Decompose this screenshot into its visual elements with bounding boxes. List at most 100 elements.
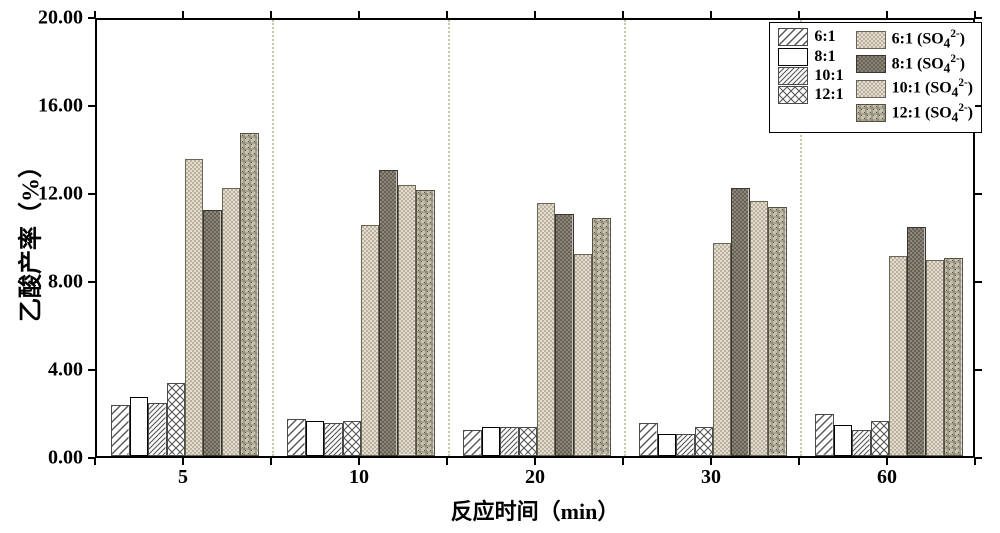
bar-s6 — [398, 185, 416, 456]
bar-s1 — [834, 425, 852, 456]
legend-label: 10:1 — [814, 67, 843, 85]
bar-s0 — [287, 419, 305, 456]
bar-s1 — [658, 434, 676, 456]
legend: 6:18:1 10:112:1 6:1 (SO42-)8:1 (SO42-)10:1… — [769, 22, 982, 133]
legend-swatch — [856, 31, 886, 49]
legend-label: 12:1 — [814, 86, 843, 104]
x-category-label: 5 — [178, 466, 188, 489]
x-axis-title: 反应时间（min） — [451, 494, 620, 526]
legend-item-s2: 10:1 — [778, 67, 843, 85]
legend-label: 8:1 (SO42-) — [892, 53, 965, 77]
x-tick-mark — [798, 458, 800, 465]
legend-swatch — [778, 86, 808, 104]
bar-s1 — [306, 421, 324, 456]
legend-swatch — [856, 80, 886, 98]
bar-s2 — [148, 403, 166, 456]
x-category-label: 10 — [349, 466, 369, 489]
bar-s5 — [907, 227, 925, 456]
y-tick-label: 12.00 — [0, 183, 83, 206]
y-tick-label: 4.00 — [0, 359, 83, 382]
bar-s2 — [852, 430, 870, 456]
bar-s4 — [537, 203, 555, 456]
legend-item-s5: 8:1 (SO42-) — [856, 53, 973, 77]
bar-s7 — [240, 133, 258, 456]
bar-s2 — [676, 434, 694, 456]
legend-label: 6:1 — [814, 28, 835, 46]
bar-s6 — [926, 260, 944, 456]
y-tick-mark — [975, 457, 982, 459]
bar-s3 — [519, 427, 537, 456]
y-tick-mark — [975, 193, 982, 195]
bar-s5 — [555, 214, 573, 456]
bar-s0 — [815, 414, 833, 456]
y-axis-title: 乙酸产率（%） — [11, 154, 46, 322]
legend-item-s1: 8:1 — [778, 47, 843, 65]
x-tick-mark — [270, 458, 272, 465]
bar-s4 — [889, 256, 907, 456]
chart-root: 乙酸产率（%） 反应时间（min） 6:18:1 10:112:1 6:1 (SO4… — [0, 0, 1000, 533]
x-tick-mark — [182, 11, 184, 18]
bar-s5 — [731, 188, 749, 456]
bar-s4 — [361, 225, 379, 456]
legend-item-s0: 6:1 — [778, 28, 843, 46]
bar-s7 — [944, 258, 962, 456]
y-tick-label: 20.00 — [0, 7, 83, 30]
legend-label: 12:1 (SO42-) — [892, 102, 973, 126]
x-tick-mark — [94, 458, 96, 465]
bar-s3 — [871, 421, 889, 456]
y-tick-label: 16.00 — [0, 95, 83, 118]
bar-s7 — [592, 218, 610, 456]
legend-item-s3: 12:1 — [778, 86, 843, 104]
legend-swatch — [778, 48, 808, 66]
bar-s1 — [482, 427, 500, 456]
x-tick-mark — [974, 11, 976, 18]
x-category-label: 30 — [701, 466, 721, 489]
x-tick-mark — [622, 458, 624, 465]
legend-swatch — [778, 67, 808, 85]
x-tick-mark — [886, 458, 888, 465]
bar-s0 — [111, 405, 129, 456]
x-tick-mark — [534, 11, 536, 18]
bar-s5 — [203, 210, 221, 456]
y-tick-mark — [975, 369, 982, 371]
bar-s0 — [639, 423, 657, 456]
y-tick-mark — [975, 17, 982, 19]
x-tick-mark — [710, 458, 712, 465]
y-tick-label: 8.00 — [0, 271, 83, 294]
x-category-label: 20 — [525, 466, 545, 489]
y-tick-mark — [88, 281, 95, 283]
bar-s2 — [324, 423, 342, 456]
y-tick-mark — [88, 369, 95, 371]
x-tick-mark — [886, 11, 888, 18]
bar-s3 — [343, 421, 361, 456]
legend-swatch — [778, 28, 808, 46]
x-tick-mark — [710, 11, 712, 18]
bar-s3 — [695, 427, 713, 456]
x-tick-mark — [358, 11, 360, 18]
x-tick-mark — [798, 11, 800, 18]
bar-s7 — [416, 190, 434, 456]
legend-item-s6: 10:1 (SO42-) — [856, 77, 973, 101]
bar-s4 — [713, 243, 731, 456]
legend-label: 6:1 (SO42-) — [892, 28, 965, 52]
x-category-label: 60 — [877, 466, 897, 489]
x-gridline — [448, 20, 450, 456]
x-tick-mark — [270, 11, 272, 18]
x-gridline — [272, 20, 274, 456]
legend-item-s7: 12:1 (SO42-) — [856, 102, 973, 126]
x-tick-mark — [358, 458, 360, 465]
legend-swatch — [856, 104, 886, 122]
x-tick-mark — [974, 458, 976, 465]
x-tick-mark — [446, 458, 448, 465]
bar-s4 — [185, 159, 203, 456]
bar-s3 — [167, 383, 185, 456]
x-tick-mark — [622, 11, 624, 18]
y-tick-mark — [88, 193, 95, 195]
legend-item-s4: 6:1 (SO42-) — [856, 28, 973, 52]
bar-s5 — [379, 170, 397, 456]
y-tick-label: 0.00 — [0, 447, 83, 470]
x-tick-mark — [182, 458, 184, 465]
bar-s2 — [500, 427, 518, 456]
bar-s6 — [750, 201, 768, 456]
bar-s7 — [768, 207, 786, 456]
